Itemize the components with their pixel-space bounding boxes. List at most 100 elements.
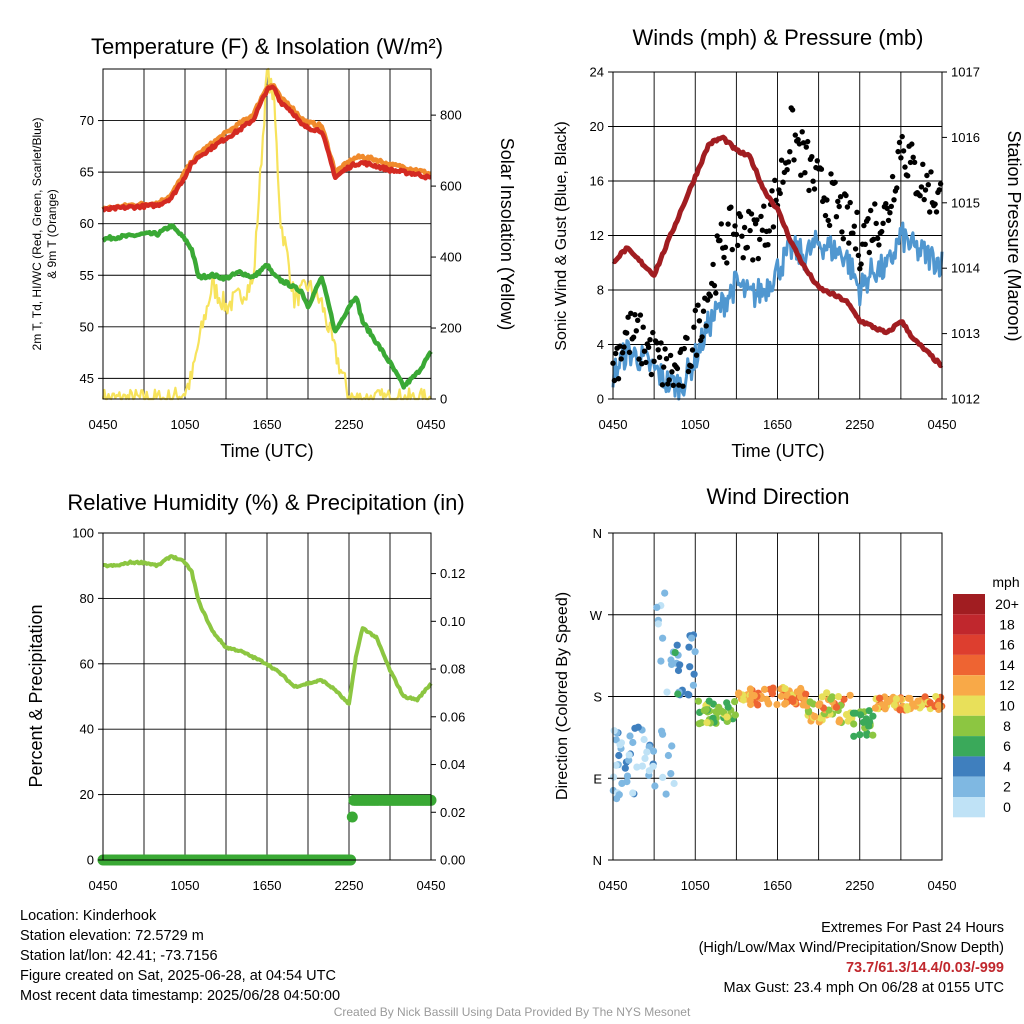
gust-point [814, 158, 820, 164]
gust-point [759, 227, 766, 233]
pressure-y2-tick: 1017 [951, 65, 980, 80]
gust-point [905, 173, 911, 179]
direction-point [747, 700, 755, 709]
temperature-x-tick: 0450 [417, 417, 446, 432]
direction-point [827, 695, 835, 703]
gust-point [802, 170, 808, 176]
gust-point [662, 346, 668, 352]
gust-point [805, 138, 811, 145]
temperature-y-tick: 45 [80, 371, 94, 386]
speed-legend-swatch [953, 756, 985, 777]
direction-point [659, 773, 667, 782]
insolation-y2-tick: 600 [440, 179, 462, 194]
gust-point [880, 220, 886, 226]
humidity-y-tick: 40 [80, 722, 94, 737]
gust-point [825, 217, 831, 224]
speed-legend-label: 16 [999, 637, 1015, 653]
gust-point [811, 186, 818, 192]
direction-point [702, 706, 710, 714]
direction-point [850, 732, 858, 740]
gust-point [806, 187, 812, 194]
gust-point [798, 172, 804, 178]
direction-x-tick: 0450 [928, 878, 957, 893]
direction-point [890, 701, 898, 709]
gust-point [693, 352, 700, 358]
insolation-y2label: Solar Insolation (Yellow) [497, 138, 517, 330]
gust-point [717, 237, 723, 244]
gust-point [654, 340, 660, 346]
temperature-xlabel: Time (UTC) [220, 441, 313, 461]
gust-point [704, 297, 711, 303]
gust-point [766, 228, 772, 234]
extremes-subtitle: (High/Low/Max Wind/Precipitation/Snow De… [698, 940, 1004, 956]
direction-point [651, 782, 659, 790]
direction-point [694, 697, 703, 705]
gust-point [895, 148, 901, 155]
gust-point [747, 227, 753, 234]
gust-point [855, 252, 862, 259]
direction-point [806, 698, 814, 706]
humidity-y-tick: 80 [80, 591, 94, 606]
humidity-plot-frame [102, 532, 432, 861]
series-line-td [101, 223, 433, 390]
humidity-x-tick: 0450 [417, 878, 446, 893]
gust-point [619, 350, 626, 356]
direction-point [629, 738, 637, 747]
gust-point [741, 224, 748, 231]
direction-point [735, 689, 743, 697]
humidity-y-tick: 0 [87, 853, 94, 868]
direction-point [616, 741, 624, 749]
speed-legend-label: 10 [999, 698, 1015, 714]
direction-point [621, 764, 629, 772]
direction-x-tick: 2250 [845, 878, 874, 893]
winds-title: Winds (mph) & Pressure (mb) [633, 25, 924, 50]
pressure-y2-tick: 1013 [951, 326, 980, 341]
direction-point [686, 663, 694, 671]
series-line-relative-humidity [102, 554, 433, 706]
precip-point [346, 811, 358, 823]
gust-point [711, 282, 718, 289]
gust-point [861, 222, 867, 229]
temperature-x-tick: 1650 [253, 417, 282, 432]
direction-point [865, 707, 873, 715]
gust-point [710, 261, 716, 268]
gust-point [755, 255, 761, 262]
gust-point [630, 334, 637, 340]
gust-point [770, 224, 777, 230]
direction-x-tick: 1650 [763, 878, 792, 893]
gust-point [910, 154, 916, 160]
direction-point [783, 691, 791, 699]
gust-point [888, 203, 894, 210]
gust-point [925, 182, 931, 188]
direction-point [802, 690, 810, 698]
winds-y-tick: 0 [597, 392, 604, 407]
direction-point [723, 713, 731, 721]
direction-point [691, 648, 699, 656]
gust-point [684, 335, 690, 341]
gust-point [758, 213, 764, 220]
direction-point [765, 700, 773, 708]
precip-y2-tick: 0.06 [440, 709, 465, 724]
gust-point [818, 166, 825, 172]
gust-point [799, 129, 805, 135]
direction-x-tick: 1050 [681, 878, 710, 893]
gust-point [667, 352, 674, 359]
gust-point [732, 223, 738, 229]
winds-x-tick: 2250 [845, 417, 874, 432]
series-line-station-pressure [611, 134, 944, 369]
gust-point [873, 220, 879, 227]
direction-ylabel: Direction (Colored By Speed) [554, 592, 571, 800]
station-info: Location: Kinderhook Station elevation: … [20, 906, 340, 1006]
gust-point [884, 205, 890, 212]
gust-point [689, 347, 696, 353]
direction-point [871, 704, 880, 712]
gust-point [787, 149, 793, 155]
gust-point [674, 365, 681, 372]
gust-point [748, 211, 755, 217]
humidity-x-tick: 2250 [335, 878, 364, 893]
gust-point [617, 343, 623, 349]
direction-point [663, 688, 671, 696]
gust-point [911, 159, 918, 165]
gust-point [692, 307, 698, 314]
